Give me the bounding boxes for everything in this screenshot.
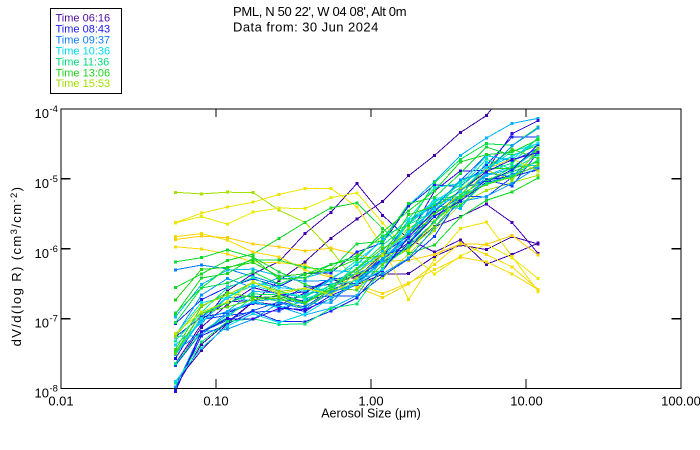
svg-text:0.01: 0.01 [48, 394, 73, 409]
svg-text:Time 06:16: Time 06:16 [56, 13, 111, 25]
svg-text:10: 10 [35, 386, 49, 401]
svg-text:Time 08:43: Time 08:43 [56, 23, 111, 35]
svg-text:-5: -5 [50, 174, 58, 185]
svg-text:-4: -4 [50, 104, 58, 115]
svg-text:Data from: 30 Jun 2024: Data from: 30 Jun 2024 [233, 20, 379, 35]
svg-text:Time 10:36: Time 10:36 [56, 45, 111, 57]
svg-text:-6: -6 [50, 244, 58, 255]
svg-text:0.10: 0.10 [203, 394, 228, 409]
svg-text:10: 10 [35, 106, 49, 121]
svg-text:PML, N 50 22', W 04 08', Alt 0: PML, N 50 22', W 04 08', Alt 0m [233, 4, 406, 19]
svg-text:Time 09:37: Time 09:37 [56, 34, 111, 46]
svg-text:Time 13:06: Time 13:06 [56, 67, 111, 79]
svg-text:10: 10 [35, 246, 49, 261]
svg-text:-7: -7 [50, 314, 58, 325]
svg-text:10: 10 [35, 316, 49, 331]
svg-text:Time 11:36: Time 11:36 [56, 56, 110, 68]
svg-text:100.00: 100.00 [661, 394, 700, 409]
svg-text:10.00: 10.00 [510, 394, 543, 409]
svg-text:Time 15:53: Time 15:53 [56, 78, 111, 90]
svg-text:Aerosol Size (μm): Aerosol Size (μm) [321, 407, 421, 421]
svg-text:-8: -8 [50, 384, 58, 395]
svg-text:10: 10 [35, 176, 49, 191]
svg-text:1.00: 1.00 [358, 394, 383, 409]
svg-text:dV/d(log R) (cm3/cm-2): dV/d(log R) (cm3/cm-2) [9, 186, 24, 347]
